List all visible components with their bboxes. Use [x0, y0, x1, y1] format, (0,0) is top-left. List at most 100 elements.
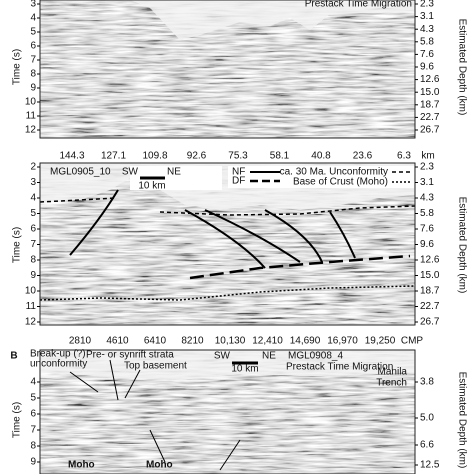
legend-label: NF: [232, 167, 245, 178]
depth-tick-label: 3.1: [420, 11, 434, 22]
depth-tick-label: 2.3: [420, 162, 434, 173]
cmp-tick-label: 19,250: [365, 336, 396, 347]
scale-label: 10 km: [231, 364, 258, 375]
leader-lines: [69, 359, 241, 471]
annotation: Manila: [378, 367, 408, 378]
axis-title: Time (s): [12, 227, 23, 263]
depth-tick-label: 3.1: [420, 177, 434, 188]
fault: [204, 209, 301, 263]
depth-tick-label: 22.7: [420, 112, 440, 123]
fault: [329, 211, 356, 259]
unit-label: km: [421, 151, 434, 162]
direction: SW: [122, 167, 139, 178]
moho: [39, 285, 416, 301]
detachment: [189, 254, 411, 280]
axis-title: Estimated Depth (km): [456, 372, 467, 469]
time-tick-label: 11: [26, 111, 37, 122]
scale-label: 10 km: [138, 181, 165, 192]
depth-tick-label: 3.8: [420, 377, 434, 388]
direction: NE: [262, 351, 276, 362]
depth-tick-label: 22.7: [420, 301, 440, 312]
frame: [39, 349, 416, 474]
depth-tick-label: 7.6: [420, 224, 434, 235]
cmp-tick-label: 4610: [106, 336, 129, 347]
annotation: Pre- or synrift strata: [86, 350, 174, 361]
time-tick-label: 3: [30, 0, 36, 10]
distance-tick-label: 58.1: [270, 151, 290, 162]
depth-tick-label: 26.7: [420, 125, 440, 136]
cmp-tick-label: 16,970: [327, 336, 358, 347]
time-tick-label: 7: [30, 239, 36, 250]
depth-tick-label: 5.8: [420, 36, 434, 47]
panel-label: B: [10, 351, 17, 362]
depth-tick-label: 18.7: [420, 286, 440, 297]
depth-tick-label: 12.6: [420, 74, 440, 85]
depth-tick-label: 5.8: [420, 208, 434, 219]
axis-title: Time (s): [12, 49, 23, 85]
legend-label: ca. 30 Ma. Unconformity: [280, 167, 388, 178]
frame: [39, 0, 416, 139]
time-tick-label: 2: [30, 162, 36, 173]
axis-title: Estimated Depth (km): [456, 19, 467, 116]
axis-title: Estimated Depth (km): [456, 197, 467, 294]
time-tick-label: 12: [25, 317, 37, 328]
cmp-tick-label: 8210: [181, 336, 204, 347]
depth-tick-label: 9.6: [420, 239, 434, 250]
time-tick-label: 10: [25, 97, 37, 108]
distance-tick-label: 127.1: [101, 151, 126, 162]
annotation: Trench: [376, 378, 407, 389]
depth-tick-label: 5.0: [420, 413, 434, 424]
leader: [149, 429, 166, 463]
depth-tick-label: 4.3: [420, 193, 434, 204]
annotation: unconformity: [30, 359, 87, 370]
time-tick-label: 9: [30, 270, 36, 281]
depth-tick-label: 15.0: [420, 87, 440, 98]
annotation: Moho: [68, 460, 95, 471]
time-tick-label: 5: [30, 27, 36, 38]
unit-label: CMP: [401, 336, 424, 347]
time-tick-label: 4: [30, 13, 36, 24]
cmp-tick-label: 14,690: [290, 336, 321, 347]
time-tick-label: 11: [26, 301, 37, 312]
time-tick-label: 8: [30, 69, 36, 80]
time-tick-label: 4: [30, 193, 36, 204]
leader: [124, 369, 141, 399]
time-tick-label: 12: [25, 125, 37, 136]
depth-tick-label: 9.6: [420, 62, 434, 73]
cmp-tick-label: 6410: [144, 336, 167, 347]
time-tick-label: 9: [30, 83, 36, 94]
depth-tick-label: 12.5: [420, 460, 440, 471]
depth-tick-label: 2.3: [420, 0, 434, 10]
leader: [69, 371, 99, 393]
leader: [219, 439, 241, 471]
time-tick-label: 10: [25, 286, 37, 297]
annotation: Break-up (?): [30, 349, 86, 360]
distance-tick-label: 6.3: [397, 151, 411, 162]
cmp-tick-label: 2810: [69, 336, 92, 347]
header: Prestack Time Migration: [286, 362, 393, 373]
depth-tick-label: 15.0: [420, 270, 440, 281]
time-tick-label: 4: [30, 377, 36, 388]
unconformity: [39, 197, 416, 216]
time-tick-label: 6: [30, 41, 36, 52]
annotation: Top basement: [124, 361, 187, 372]
header: Prestack Time Migration: [305, 0, 412, 10]
time-tick-label: 5: [30, 393, 36, 404]
axis-title: Time (s): [12, 402, 23, 438]
annotation: Moho: [146, 460, 173, 471]
leader: [109, 359, 119, 401]
depth-tick-label: 4.3: [420, 24, 434, 35]
time-tick-label: 7: [30, 55, 36, 66]
cmp-tick-label: 12,410: [252, 336, 283, 347]
interpretation: [39, 189, 416, 301]
depth-tick-label: 12.6: [420, 255, 440, 266]
direction: SW: [214, 351, 231, 362]
time-tick-label: 6: [30, 224, 36, 235]
depth-tick-label: 6.6: [420, 440, 434, 451]
fault: [184, 209, 266, 269]
distance-tick-label: 23.6: [353, 151, 373, 162]
depth-tick-label: 26.7: [420, 317, 440, 328]
fault: [69, 189, 119, 256]
time-tick-label: 9: [30, 457, 36, 468]
